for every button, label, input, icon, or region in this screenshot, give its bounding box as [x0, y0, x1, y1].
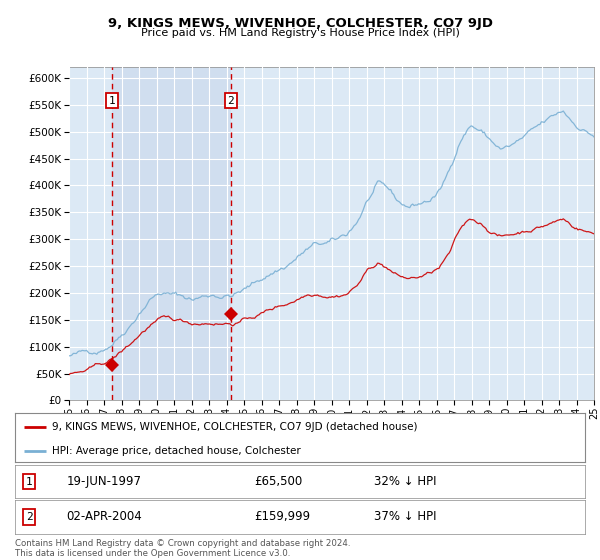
Text: £159,999: £159,999 [254, 510, 311, 524]
Bar [112, 67, 231, 400]
Text: 1: 1 [26, 477, 32, 487]
Text: 19-JUN-1997: 19-JUN-1997 [66, 475, 142, 488]
Text: 2: 2 [227, 96, 234, 105]
Text: Contains HM Land Registry data © Crown copyright and database right 2024.
This d: Contains HM Land Registry data © Crown c… [15, 539, 350, 558]
Text: HPI: Average price, detached house, Colchester: HPI: Average price, detached house, Colc… [52, 446, 301, 456]
Text: 1: 1 [109, 96, 116, 105]
Text: 32% ↓ HPI: 32% ↓ HPI [374, 475, 437, 488]
Text: 02-APR-2004: 02-APR-2004 [66, 510, 142, 524]
Text: 2: 2 [26, 512, 32, 522]
Text: 9, KINGS MEWS, WIVENHOE, COLCHESTER, CO7 9JD (detached house): 9, KINGS MEWS, WIVENHOE, COLCHESTER, CO7… [52, 422, 418, 432]
Text: 37% ↓ HPI: 37% ↓ HPI [374, 510, 437, 524]
Text: Price paid vs. HM Land Registry's House Price Index (HPI): Price paid vs. HM Land Registry's House … [140, 28, 460, 38]
Text: 9, KINGS MEWS, WIVENHOE, COLCHESTER, CO7 9JD: 9, KINGS MEWS, WIVENHOE, COLCHESTER, CO7… [107, 17, 493, 30]
Text: £65,500: £65,500 [254, 475, 302, 488]
